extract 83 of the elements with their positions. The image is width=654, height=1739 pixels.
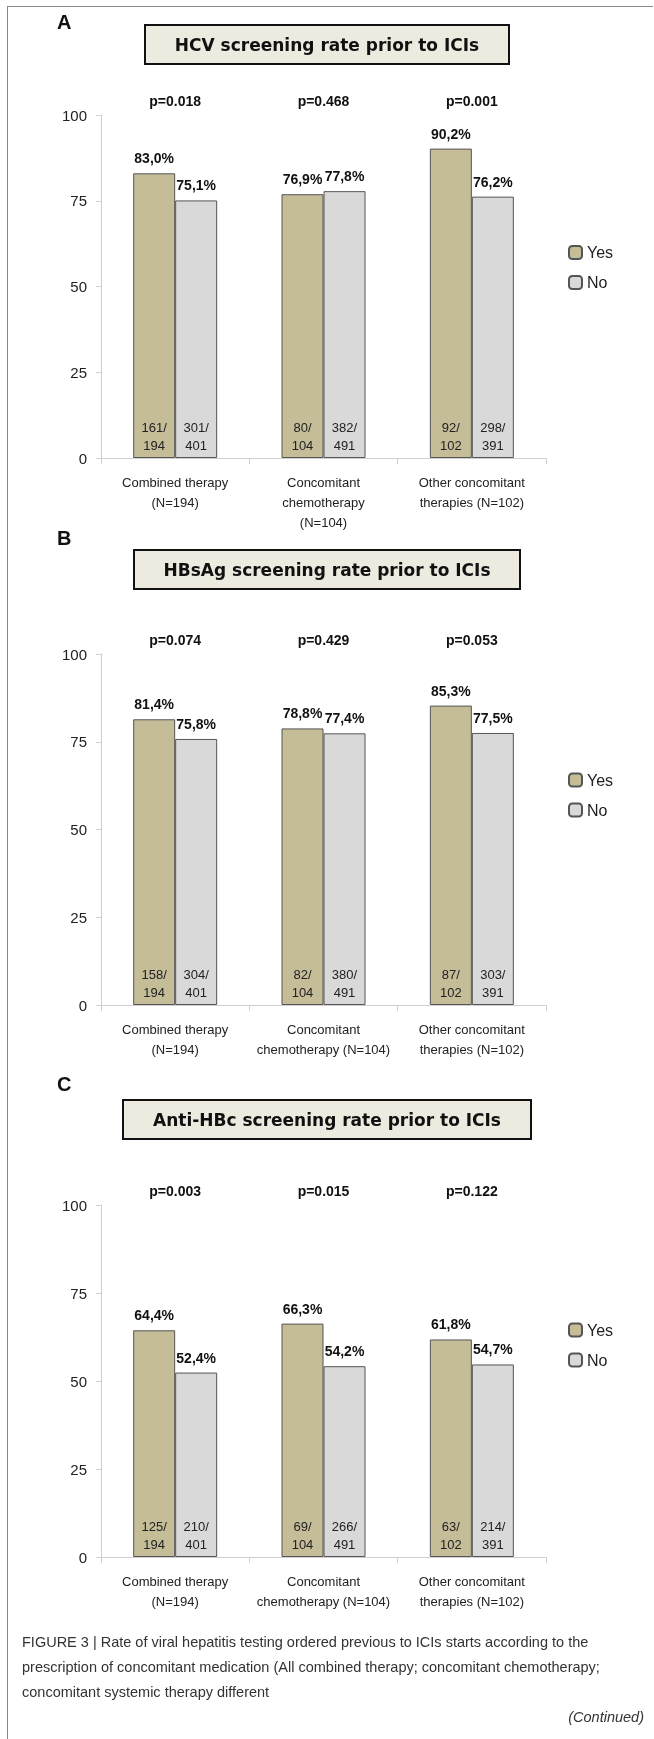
x-tick-label: Other concomitant therapies (N=102): [418, 1021, 526, 1057]
text: p=0.122: [445, 1183, 498, 1199]
annotation: 303/ 391: [480, 966, 506, 1000]
text: A: [57, 11, 72, 33]
text: B: [57, 527, 72, 549]
data-label: 66,3%: [282, 1300, 323, 1317]
text: p=0.468: [297, 93, 350, 109]
y-tick-label: 0: [78, 449, 87, 467]
data-label: 75,8%: [176, 715, 217, 732]
legend-label: No: [587, 274, 608, 291]
y-tick-label: 75: [70, 1284, 87, 1302]
annotation: 92/ 102: [439, 419, 462, 453]
annotation: 382/ 491: [331, 419, 358, 453]
data-label: 54,7%: [472, 1341, 514, 1358]
x-tick-label: Combined therapy (N=194): [122, 474, 229, 510]
chart-title: HCV screening rate prior to ICIs: [174, 34, 480, 55]
x-tick-label: Concomitant chemotherapy (N=104): [256, 1573, 391, 1609]
text: (Continued): [567, 1708, 644, 1727]
annotation: 210/ 401: [183, 1518, 210, 1552]
data-label: 76,9%: [282, 171, 323, 188]
text: p=0.074: [149, 632, 202, 648]
annotation: 301/ 401: [183, 419, 210, 453]
x-tick-label: Combined therapy (N=194): [122, 1573, 229, 1609]
text: p=0.053: [445, 632, 498, 648]
y-tick-label: 75: [70, 733, 87, 751]
data-label: 64,4%: [134, 1307, 175, 1324]
y-tick-label: 100: [61, 106, 87, 124]
text: p=0.429: [297, 632, 350, 648]
annotation: 80/ 104: [291, 419, 314, 453]
y-tick-label: 0: [78, 1548, 87, 1566]
x-tick-label: Combined therapy (N=194): [122, 1021, 229, 1057]
annotation: 304/ 401: [183, 966, 210, 1000]
x-tick-label: Other concomitant therapies (N=102): [418, 474, 526, 510]
x-tick-label: Concomitant chemotherapy (N=104): [282, 474, 366, 530]
text: p=0.018: [149, 93, 202, 109]
data-label: 77,8%: [324, 168, 365, 185]
annotation: 125/ 194: [141, 1518, 168, 1552]
annotation: 63/ 102: [439, 1518, 462, 1552]
data-label: 75,1%: [176, 177, 217, 194]
text: C: [57, 1073, 72, 1095]
data-label: 77,4%: [324, 710, 365, 727]
y-tick-label: 25: [70, 1460, 87, 1478]
data-label: 83,0%: [134, 150, 175, 167]
y-tick-label: 0: [78, 996, 87, 1014]
x-tick-label: Concomitant chemotherapy (N=104): [256, 1021, 391, 1057]
text: p=0.003: [149, 1183, 202, 1199]
annotation: 266/ 491: [331, 1518, 358, 1552]
data-label: 76,2%: [472, 173, 514, 190]
y-tick-label: 25: [70, 363, 87, 381]
data-label: 90,2%: [430, 125, 472, 142]
y-tick-label: 50: [70, 821, 87, 838]
annotation: 69/ 104: [291, 1518, 314, 1552]
data-label: 61,8%: [430, 1316, 472, 1333]
text: p=0.015: [297, 1183, 350, 1199]
annotation: 158/ 194: [141, 966, 168, 1000]
y-tick-label: 100: [61, 1196, 87, 1214]
data-label: 54,2%: [324, 1343, 365, 1360]
annotation: 380/ 491: [331, 966, 358, 1000]
data-label: 77,5%: [472, 709, 514, 726]
chart-title: HBsAg screening rate prior to ICIs: [163, 559, 491, 580]
data-label: 52,4%: [176, 1349, 217, 1366]
legend-label: Yes: [587, 244, 614, 261]
y-tick-label: 100: [61, 645, 87, 663]
text: p=0.001: [445, 93, 498, 109]
y-tick-label: 50: [70, 278, 87, 295]
y-tick-label: 25: [70, 908, 87, 926]
annotation: 298/ 391: [480, 419, 506, 453]
data-label: 85,3%: [430, 682, 472, 699]
annotation: 87/ 102: [439, 966, 462, 1000]
annotation: 82/ 104: [291, 966, 314, 1000]
annotation: 161/ 194: [141, 419, 168, 453]
data-label: 81,4%: [134, 696, 175, 713]
chart-title: Anti-HBc screening rate prior to ICIs: [153, 1109, 501, 1130]
y-tick-label: 75: [70, 192, 87, 210]
legend-label: No: [587, 1351, 608, 1369]
legend-label: Yes: [587, 771, 614, 789]
caption: FIGURE 3 | Rate of viral hepatitis testing ordered previous to ICIs starts according to the prescription of concomitant medication (All combined therapy; concomitant chemotherapy; concomitant systemic therapy different: [22, 1633, 601, 1702]
legend-label: No: [587, 801, 608, 819]
annotation: 214/ 391: [480, 1518, 506, 1552]
data-label: 78,8%: [282, 705, 323, 722]
legend-label: Yes: [587, 1321, 614, 1339]
y-tick-label: 50: [70, 1372, 87, 1390]
x-tick-label: Other concomitant therapies (N=102): [418, 1573, 526, 1609]
